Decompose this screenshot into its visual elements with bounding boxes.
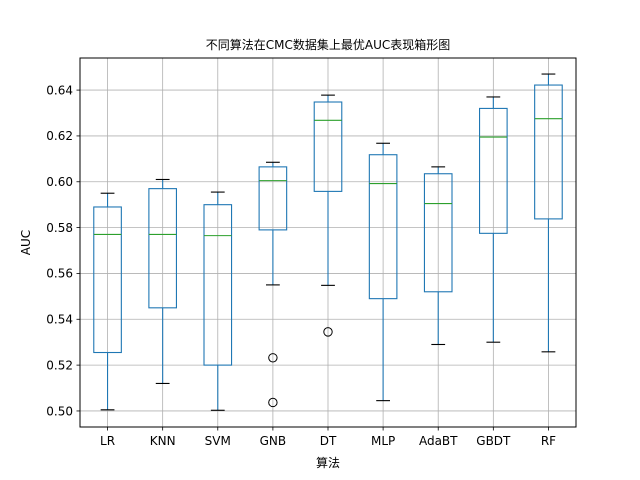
x-tick-label: GNB <box>260 434 287 448</box>
box-mlp <box>368 142 398 402</box>
plot-frame <box>79 57 577 428</box>
y-tick-label: 0.56 <box>46 267 73 281</box>
box-dt <box>313 94 343 337</box>
iqr-box <box>148 188 177 309</box>
y-tick-label: 0.52 <box>46 358 73 372</box>
y-tick-label: 0.50 <box>46 404 73 418</box>
y-tick-label: 0.64 <box>46 83 73 97</box>
axis-ticks: 0.50 0.52 0.54 0.56 0.58 0.60 0.62 0.64 LR KNN SVM… <box>46 83 556 448</box>
iqr-box <box>93 206 122 354</box>
box-knn <box>148 178 177 385</box>
box-gnb <box>258 161 288 408</box>
outlier-point <box>323 327 333 337</box>
chart-title: 不同算法在CMC数据集上最优AUC表现箱形图 <box>206 37 450 52</box>
box-rf <box>534 73 563 353</box>
x-tick-label: LR <box>100 434 115 448</box>
iqr-box <box>313 101 343 192</box>
y-tick-label: 0.62 <box>46 129 73 143</box>
y-tick-label: 0.60 <box>46 175 73 189</box>
iqr-box <box>534 84 563 220</box>
iqr-box <box>258 166 288 231</box>
x-tick-label: SVM <box>205 434 231 448</box>
box-svm <box>203 191 233 411</box>
outlier-point <box>268 353 278 363</box>
box-adabt <box>423 166 453 346</box>
iqr-box <box>479 107 508 234</box>
outlier-point <box>268 397 278 408</box>
x-tick-label: AdaBT <box>419 434 458 448</box>
iqr-box <box>423 173 453 293</box>
box-gbdt <box>479 96 508 343</box>
x-axis-title: 算法 <box>316 455 340 470</box>
y-tick-label: 0.58 <box>46 221 73 235</box>
iqr-box <box>368 154 398 300</box>
y-tick-label: 0.54 <box>46 313 73 327</box>
boxes <box>93 73 563 411</box>
x-tick-label: DT <box>320 434 337 448</box>
x-tick-label: GBDT <box>476 434 511 448</box>
x-tick-label: RF <box>541 434 556 448</box>
x-tick-label: KNN <box>150 434 176 448</box>
iqr-box <box>203 204 233 366</box>
box-lr <box>93 192 122 411</box>
y-axis-title: AUC <box>19 230 33 255</box>
x-tick-label: MLP <box>371 434 395 448</box>
